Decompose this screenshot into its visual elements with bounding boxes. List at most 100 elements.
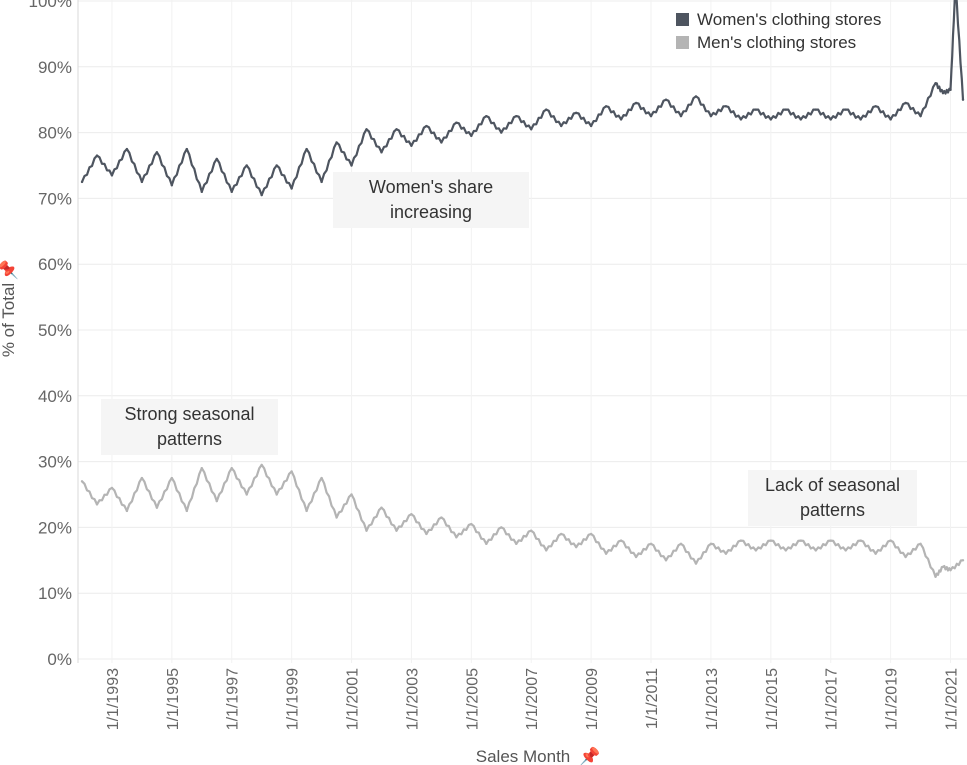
series-1-point-22[interactable]: [410, 513, 413, 516]
series-0-point-10[interactable]: [230, 190, 233, 194]
series-1-point-3[interactable]: [125, 509, 129, 513]
series-1-point-8[interactable]: [200, 466, 203, 470]
series-1-point-2[interactable]: [110, 486, 114, 490]
series-1-point-21[interactable]: [395, 529, 398, 532]
series-1-point-52[interactable]: [859, 539, 862, 542]
x-axis-title[interactable]: Sales Month: [476, 747, 571, 765]
series-1-point-9[interactable]: [215, 499, 218, 503]
series-1-point-4[interactable]: [140, 476, 144, 480]
series-0-point-0[interactable]: [80, 180, 84, 184]
series-1-point-6[interactable]: [170, 476, 174, 480]
series-0-point-54[interactable]: [889, 118, 892, 121]
series-0-point-37[interactable]: [634, 101, 638, 105]
series-0-point-58[interactable]: [941, 91, 945, 95]
series-0-point-16[interactable]: [320, 180, 323, 184]
series-1-point-7[interactable]: [185, 509, 189, 513]
series-0-point-48[interactable]: [799, 118, 802, 121]
series-0-point-59[interactable]: [949, 88, 952, 92]
series-1-point-50[interactable]: [829, 539, 832, 542]
series-0-point-43[interactable]: [724, 105, 728, 108]
series-0-point-5[interactable]: [155, 151, 159, 154]
series-0-point-26[interactable]: [470, 134, 473, 138]
series-1-point-49[interactable]: [814, 549, 817, 552]
series-1-point-13[interactable]: [275, 493, 278, 496]
series-1-point-58[interactable]: [941, 565, 945, 569]
series-1-point-10[interactable]: [230, 466, 233, 470]
series-0-point-55[interactable]: [904, 101, 907, 105]
series-1-point-56[interactable]: [919, 542, 922, 546]
series-1-point-27[interactable]: [485, 542, 488, 546]
series-1-point-40[interactable]: [679, 542, 683, 546]
series-0-point-7[interactable]: [185, 147, 189, 151]
series-1-point-28[interactable]: [500, 526, 503, 529]
series-1-point-45[interactable]: [754, 549, 758, 552]
series-1-point-44[interactable]: [739, 539, 743, 542]
series-0-point-47[interactable]: [784, 108, 788, 111]
series-1-point-33[interactable]: [574, 545, 578, 549]
series-1-point-15[interactable]: [305, 509, 308, 513]
series-0-point-40[interactable]: [679, 114, 683, 118]
y-axis-title[interactable]: % of Total: [0, 283, 18, 357]
series-1-point-18[interactable]: [350, 493, 353, 496]
series-1-point-59[interactable]: [949, 568, 952, 572]
series-1-point-11[interactable]: [245, 493, 248, 496]
series-0-point-20[interactable]: [380, 151, 383, 154]
series-0-point-18[interactable]: [350, 164, 353, 167]
series-0-point-50[interactable]: [829, 118, 832, 121]
series-1-point-25[interactable]: [455, 536, 458, 539]
series-1-point-1[interactable]: [95, 503, 99, 506]
series-1-point-48[interactable]: [799, 539, 802, 542]
series-0-point-13[interactable]: [275, 164, 278, 167]
series-0-point-24[interactable]: [440, 141, 443, 144]
series-0-point-44[interactable]: [739, 118, 743, 121]
series-0-point-28[interactable]: [500, 131, 503, 134]
series-1-point-51[interactable]: [844, 549, 847, 552]
series-1-point-55[interactable]: [904, 555, 907, 559]
series-0-point-2[interactable]: [110, 174, 114, 177]
series-1-point-47[interactable]: [784, 549, 788, 552]
legend-item-women[interactable]: Women's clothing stores: [676, 8, 881, 31]
series-0-point-45[interactable]: [754, 108, 758, 111]
series-1-point-54[interactable]: [889, 539, 892, 542]
x-axis-pin-icon[interactable]: 📌: [579, 746, 600, 765]
annotation-womens-share[interactable]: Women's share increasing: [333, 172, 529, 228]
series-1-point-38[interactable]: [649, 542, 653, 546]
series-0-point-15[interactable]: [305, 147, 308, 151]
series-0-point-23[interactable]: [425, 124, 428, 128]
series-1-point-31[interactable]: [545, 549, 548, 552]
series-0-point-27[interactable]: [485, 114, 488, 118]
series-1-point-36[interactable]: [619, 539, 623, 542]
series-line-0[interactable]: [80, 0, 965, 197]
series-0-point-6[interactable]: [170, 184, 174, 187]
y-axis-pin-icon[interactable]: 📌: [0, 259, 18, 280]
series-1-point-24[interactable]: [440, 516, 443, 519]
series-1-point-17[interactable]: [335, 516, 338, 519]
series-0-point-49[interactable]: [814, 108, 817, 111]
series-0-point-32[interactable]: [559, 124, 563, 128]
series-1-point-57[interactable]: [934, 575, 937, 578]
series-0-point-31[interactable]: [545, 108, 548, 111]
series-1-point-60[interactable]: [961, 559, 965, 562]
series-0-point-34[interactable]: [589, 124, 593, 128]
series-1-point-12[interactable]: [260, 463, 263, 467]
series-1-point-19[interactable]: [365, 529, 368, 532]
series-0-point-35[interactable]: [604, 105, 608, 108]
series-0-point-17[interactable]: [335, 141, 338, 144]
series-0-point-61[interactable]: [961, 98, 965, 101]
series-0-point-21[interactable]: [395, 128, 398, 131]
series-0-point-22[interactable]: [410, 144, 413, 147]
series-1-point-23[interactable]: [425, 532, 428, 536]
series-0-point-41[interactable]: [694, 95, 698, 98]
series-0-point-1[interactable]: [95, 154, 99, 157]
series-1-point-26[interactable]: [470, 522, 473, 526]
series-1-point-32[interactable]: [559, 532, 563, 536]
series-1-point-0[interactable]: [80, 480, 84, 483]
series-0-point-12[interactable]: [260, 193, 263, 197]
series-0-point-42[interactable]: [709, 114, 713, 118]
series-1-point-42[interactable]: [709, 542, 713, 546]
series-0-point-19[interactable]: [365, 128, 368, 131]
series-1-point-16[interactable]: [320, 476, 323, 480]
series-0-point-33[interactable]: [574, 111, 578, 115]
annotation-strong-seasonal[interactable]: Strong seasonal patterns: [101, 399, 278, 455]
series-0-point-38[interactable]: [649, 114, 653, 118]
